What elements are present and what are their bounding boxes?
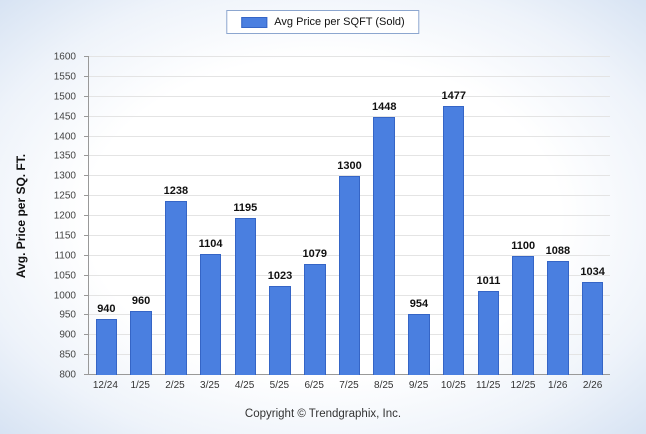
y-tick-label: 1550	[53, 71, 76, 83]
bar-value-label: 1100	[511, 239, 536, 252]
bar-value-label: 1448	[372, 101, 397, 114]
legend: Avg Price per SQFT (Sold)	[226, 10, 420, 34]
bar	[130, 311, 152, 375]
bar-value-label: 1088	[545, 244, 571, 257]
x-tick-label: 12/25	[510, 380, 536, 391]
bar-slot: 1300	[332, 57, 367, 375]
x-tick-label: 10/25	[440, 380, 466, 391]
y-tick-label: 1350	[53, 150, 76, 162]
x-tick-label: 6/25	[304, 380, 324, 391]
bar-slot: 1079	[297, 57, 332, 375]
y-tick-label: 850	[59, 349, 76, 361]
bar	[442, 105, 465, 375]
bar-value-label: 1034	[580, 266, 605, 278]
bar	[338, 176, 361, 375]
bar	[165, 200, 187, 375]
bar-value-label: 1079	[302, 248, 328, 261]
bar-slot: 1034	[575, 57, 610, 375]
gridline	[84, 155, 610, 157]
bar	[373, 117, 395, 375]
bar-value-label: 960	[131, 295, 151, 308]
gridline	[84, 95, 610, 97]
bar	[95, 319, 118, 375]
y-tick-label: 950	[59, 309, 76, 321]
y-tick-label: 900	[59, 329, 76, 341]
gridline	[84, 135, 610, 137]
gridline	[84, 175, 610, 177]
y-tick-label: 1150	[54, 230, 76, 242]
bar-value-label: 1238	[163, 184, 189, 197]
gridline	[84, 115, 610, 117]
y-tick-label: 1200	[53, 210, 76, 222]
bar-slot: 1195	[228, 57, 263, 375]
x-axis-labels: 12/24 1/25 2/25 3/25 4/25 5/25 6/25 7/25 8/25 9/2…	[88, 380, 610, 391]
y-tick-label: 1400	[53, 131, 76, 142]
x-tick-label: 2/26	[582, 380, 603, 391]
y-tick-label: 1500	[53, 91, 76, 103]
bar	[234, 218, 257, 375]
bar-value-label: 940	[97, 303, 116, 316]
bar	[512, 255, 534, 375]
plot-area: 940 960 1238 1104 1195 1023 1079 1300 1448 954 147…	[84, 56, 610, 375]
bar	[199, 254, 222, 375]
bar	[408, 313, 430, 375]
y-axis-title: Avg. Price per SQ. FT.	[14, 153, 28, 279]
bar	[547, 260, 569, 375]
x-tick-label: 11/25	[476, 380, 501, 391]
bar-slot: 1477	[436, 57, 471, 375]
bar-slot: 1011	[471, 57, 506, 375]
x-tick-label: 1/25	[130, 380, 150, 391]
x-tick-label: 12/24	[92, 380, 118, 391]
bar-slot: 1104	[193, 57, 228, 375]
x-tick-label: 8/25	[374, 380, 394, 391]
bar-slot: 1023	[263, 57, 298, 375]
bar-value-label: 1011	[476, 275, 501, 288]
bar	[304, 264, 326, 375]
bar-value-label: 1023	[267, 270, 293, 283]
bar-slot: 960	[124, 57, 159, 375]
gridline	[84, 56, 610, 57]
legend-label: Avg Price per SQFT (Sold)	[274, 16, 405, 28]
y-tick-label: 1250	[53, 190, 76, 202]
x-tick-label: 3/25	[200, 380, 220, 391]
gridline	[84, 75, 610, 77]
legend-swatch	[241, 16, 268, 28]
x-tick-label: 5/25	[269, 380, 290, 391]
bar	[269, 286, 291, 375]
bar-slot: 1088	[541, 57, 576, 375]
y-tick-label: 1450	[53, 111, 76, 123]
bar-slot: 940	[89, 57, 124, 375]
bar-value-label: 1195	[233, 202, 258, 214]
x-tick-label: 9/25	[408, 380, 429, 391]
y-tick-label: 800	[59, 369, 76, 381]
bar-slot: 1100	[506, 57, 541, 375]
bar-value-label: 1300	[337, 160, 362, 173]
bars: 940 960 1238 1104 1195 1023 1079 1300 1448 954 147…	[89, 57, 610, 375]
bar-value-label: 954	[409, 297, 429, 310]
bar-value-label: 1104	[198, 238, 223, 251]
x-tick-label: 2/25	[165, 380, 185, 391]
bar	[581, 282, 604, 375]
x-tick-label: 1/26	[548, 380, 568, 391]
bar-value-label: 1477	[441, 89, 466, 102]
y-axis-ticks: 800 850 900 950 1000 1050 1100 1150 1200 1250 1300…	[40, 52, 84, 381]
bar-slot: 954	[402, 57, 437, 375]
x-tick-label: 7/25	[339, 380, 359, 391]
y-tick-label: 1300	[53, 170, 76, 182]
y-tick-label: 1600	[53, 51, 76, 63]
copyright-text: Copyright © Trendgraphix, Inc.	[244, 408, 402, 420]
y-tick-label: 1000	[53, 290, 76, 301]
bar	[477, 291, 500, 375]
bar-slot: 1238	[158, 57, 193, 375]
bar-slot: 1448	[367, 57, 402, 375]
y-tick-label: 1100	[54, 250, 76, 262]
y-tick-label: 1050	[53, 270, 76, 282]
x-tick-label: 4/25	[234, 380, 255, 391]
